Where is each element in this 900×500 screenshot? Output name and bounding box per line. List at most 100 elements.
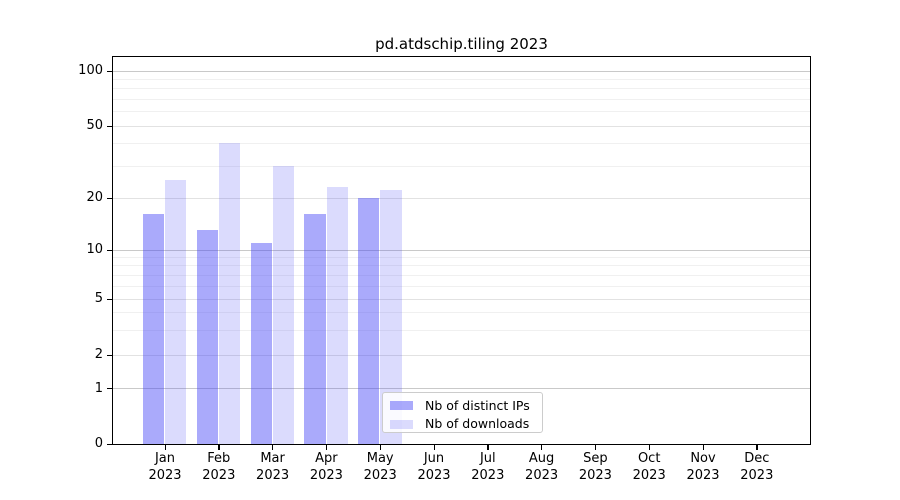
x-tick-mark [218, 445, 220, 450]
y-tick-mark [107, 249, 112, 251]
bar-downloads-feb [219, 143, 241, 444]
x-tick-month: May [366, 451, 394, 466]
legend: Nb of distinct IPs Nb of downloads [382, 392, 543, 433]
y-tick-label: 10 [86, 242, 103, 257]
x-tick-month: Jun [423, 451, 445, 466]
x-tick-label: Nov 2023 [671, 450, 735, 484]
legend-swatch-downloads [390, 419, 413, 429]
minor-gridline [113, 265, 810, 267]
minor-gridline [113, 312, 810, 314]
bar-distinct-ips-jan [143, 214, 165, 444]
x-tick-month: Dec [744, 451, 770, 466]
x-tick-month: Jul [479, 451, 496, 466]
bar-distinct-ips-feb [196, 230, 218, 444]
x-tick-year: 2023 [202, 468, 236, 483]
y-tick-label: 50 [86, 118, 103, 133]
x-tick-label: Apr 2023 [294, 450, 358, 484]
minor-gridline [113, 165, 810, 167]
y-tick-label: 0 [94, 436, 103, 452]
x-tick-label: Jun 2023 [402, 450, 466, 484]
y-tick-mark [107, 354, 112, 356]
x-tick-label: Mar 2023 [241, 450, 305, 484]
y-tick-mark [107, 298, 112, 300]
x-tick-label: Aug 2023 [510, 450, 574, 484]
x-tick-year: 2023 [309, 468, 343, 483]
gridline [113, 354, 810, 356]
x-tick-year: 2023 [632, 468, 666, 483]
minor-gridline [113, 285, 810, 287]
x-tick-year: 2023 [686, 468, 720, 483]
minor-gridline [113, 257, 810, 259]
x-tick-year: 2023 [256, 468, 290, 483]
y-tick-label: 100 [78, 63, 103, 78]
minor-gridline [113, 274, 810, 276]
x-tick-label: Feb 2023 [187, 450, 251, 484]
x-tick-month: Oct [637, 451, 661, 466]
x-tick-mark [541, 445, 543, 450]
y-tick-label: 20 [86, 190, 103, 205]
x-tick-year: 2023 [417, 468, 451, 483]
minor-gridline [113, 88, 810, 90]
bar-downloads-jan [165, 180, 187, 444]
legend-entry: Nb of distinct IPs [390, 397, 536, 415]
x-tick-month: Feb [207, 451, 231, 466]
decade-gridline [113, 249, 810, 251]
gridline [113, 298, 810, 300]
x-tick-month: Aug [528, 451, 555, 466]
x-tick-label: Oct 2023 [617, 450, 681, 484]
minor-gridline [113, 99, 810, 100]
legend-label: Nb of distinct IPs [425, 397, 530, 413]
x-tick-year: 2023 [148, 468, 182, 483]
minor-gridline [113, 143, 810, 145]
x-tick-month: Mar [260, 451, 285, 466]
bar-distinct-ips-mar [250, 242, 272, 444]
gridline [113, 125, 810, 127]
bar-downloads-mar [272, 165, 294, 444]
x-tick-label: May 2023 [348, 450, 412, 484]
x-tick-label: Dec 2023 [725, 450, 789, 484]
x-tick-year: 2023 [578, 468, 612, 483]
x-tick-month: Jan [154, 451, 176, 466]
y-tick-mark [107, 125, 112, 127]
x-tick-mark [325, 445, 328, 450]
x-tick-label: Sep 2023 [563, 450, 627, 484]
legend-entry: Nb of downloads [390, 415, 536, 433]
y-tick-label: 1 [94, 380, 103, 396]
minor-gridline [113, 79, 810, 81]
y-tick-mark [107, 70, 112, 72]
bar-downloads-apr [326, 186, 348, 444]
y-tick-label: 2 [94, 347, 103, 362]
x-tick-mark [594, 445, 597, 450]
bar-downloads-may [380, 190, 402, 444]
plot-area [112, 56, 811, 445]
legend-label: Nb of downloads [425, 416, 530, 431]
gridline [113, 197, 810, 199]
x-tick-mark [702, 445, 704, 450]
x-tick-year: 2023 [525, 468, 559, 483]
x-tick-month: Nov [690, 451, 716, 466]
x-tick-mark [272, 445, 274, 450]
bar-distinct-ips-apr [304, 214, 326, 444]
x-tick-mark [756, 445, 758, 450]
legend-swatch-distinct-ips [390, 401, 413, 410]
bar-distinct-ips-may [358, 197, 380, 444]
x-tick-mark [433, 445, 435, 450]
y-tick-label: 5 [94, 291, 103, 306]
x-tick-year: 2023 [740, 468, 774, 483]
x-tick-label: Jul 2023 [456, 450, 520, 484]
x-tick-month: Sep [583, 451, 608, 466]
y-tick-mark [107, 443, 112, 446]
chart-title: pd.atdschip.tiling 2023 [375, 35, 548, 53]
decade-gridline [113, 388, 810, 390]
x-tick-mark [487, 445, 489, 450]
x-tick-year: 2023 [363, 468, 397, 483]
x-tick-mark [164, 445, 166, 450]
x-tick-label: Jan 2023 [133, 450, 197, 484]
minor-gridline [113, 329, 810, 331]
x-tick-year: 2023 [471, 468, 505, 483]
x-tick-mark [648, 445, 650, 450]
minor-gridline [113, 111, 810, 113]
y-tick-mark [107, 388, 112, 390]
x-tick-mark [379, 445, 381, 450]
